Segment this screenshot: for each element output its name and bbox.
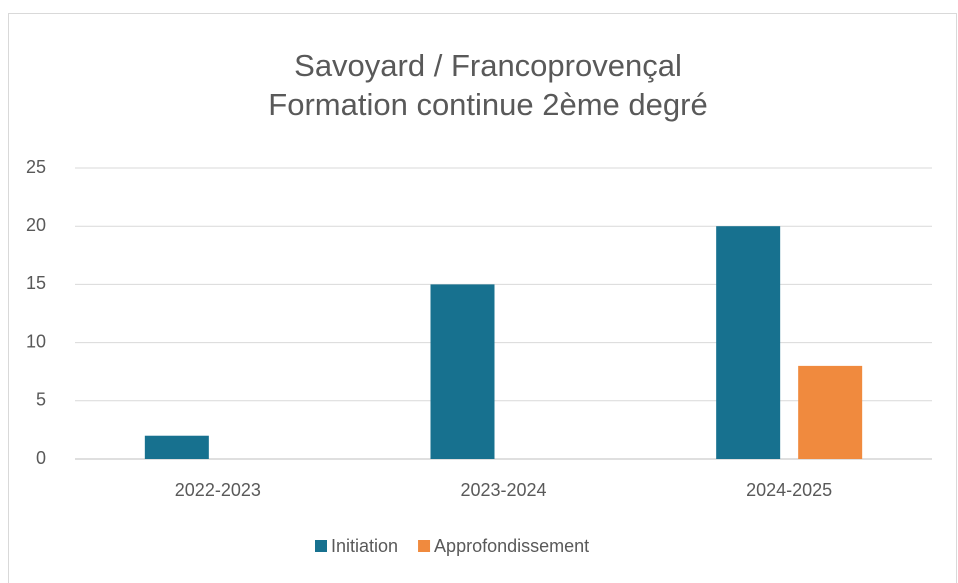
y-tick-label: 20 (26, 215, 46, 235)
y-tick-label: 0 (36, 448, 46, 468)
bar (144, 435, 209, 459)
y-tick-label: 25 (26, 157, 46, 177)
y-tick-label: 10 (26, 331, 46, 351)
x-tick-label: 2023-2024 (460, 480, 546, 500)
legend-label: Approfondissement (434, 536, 589, 556)
x-tick-label: 2024-2025 (746, 480, 832, 500)
y-tick-label: 5 (36, 390, 46, 410)
y-tick-label: 15 (26, 273, 46, 293)
bar (716, 226, 781, 459)
bar (798, 365, 863, 459)
legend-swatch (315, 540, 327, 552)
chart-title: Savoyard / Francoprovençal (294, 48, 682, 83)
x-tick-label: 2022-2023 (175, 480, 261, 500)
chart-title: Formation continue 2ème degré (268, 87, 707, 122)
legend-swatch (418, 540, 431, 552)
bar (430, 284, 495, 459)
legend-label: Initiation (331, 536, 398, 556)
